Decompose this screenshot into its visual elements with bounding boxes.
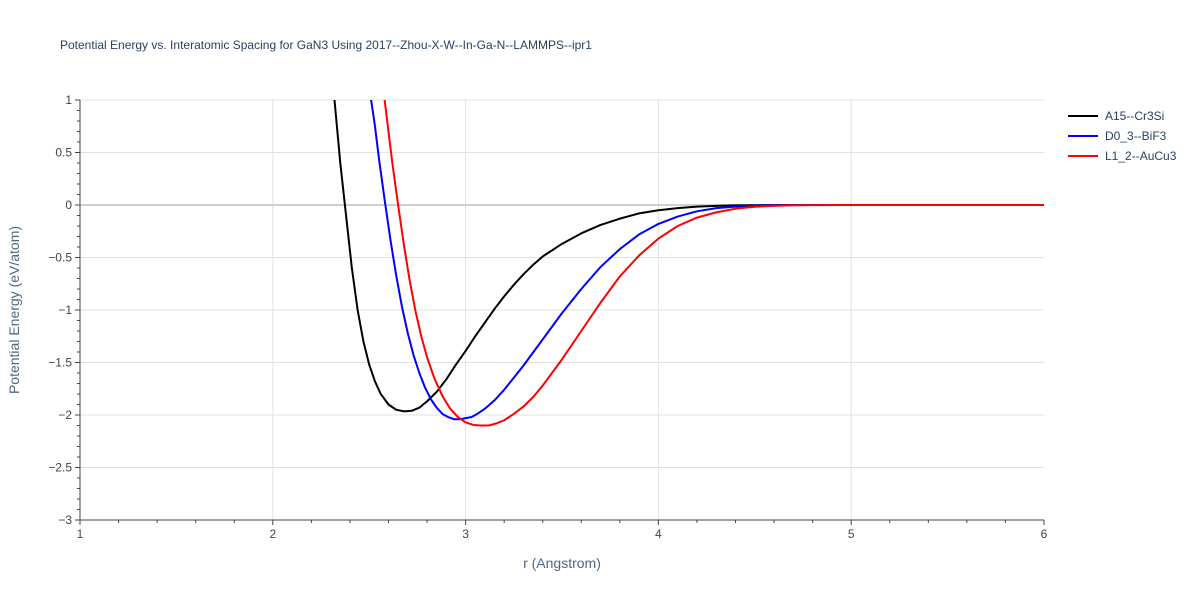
y-tick-label: −2.5 — [48, 461, 72, 475]
legend-label-1: D0_3--BiF3 — [1105, 129, 1167, 143]
x-tick-label: 6 — [1041, 527, 1048, 541]
y-tick-label: −3 — [58, 513, 72, 527]
chart-title: Potential Energy vs. Interatomic Spacing… — [60, 38, 592, 52]
y-tick-label: −0.5 — [48, 251, 72, 265]
series-line-1 — [370, 100, 1044, 421]
legend-item-2[interactable]: L1_2--AuCu3 — [1068, 146, 1176, 166]
legend: A15--Cr3Si D0_3--BiF3 L1_2--AuCu3 — [1068, 106, 1176, 166]
x-tick-label: 5 — [848, 527, 855, 541]
y-tick-label: −1.5 — [48, 356, 72, 370]
legend-swatch-0 — [1068, 115, 1098, 117]
series-line-2 — [383, 100, 1044, 427]
x-tick-label: 3 — [462, 527, 469, 541]
legend-label-0: A15--Cr3Si — [1105, 109, 1165, 123]
grid-lines — [80, 99, 1044, 520]
y-tick-label: −2 — [58, 408, 72, 422]
y-axis-title: Potential Energy (eV/atom) — [6, 225, 22, 395]
legend-item-0[interactable]: A15--Cr3Si — [1068, 106, 1176, 126]
series-line-0 — [333, 100, 1044, 413]
legend-label-2: L1_2--AuCu3 — [1105, 149, 1177, 163]
plot-lines — [333, 100, 1044, 427]
y-tick-label: −1 — [58, 303, 72, 317]
y-tick-label: 1 — [65, 93, 72, 107]
minor-ticks — [75, 99, 1045, 525]
y-tick-label: 0.5 — [55, 146, 72, 160]
x-tick-label: 2 — [269, 527, 276, 541]
legend-item-1[interactable]: D0_3--BiF3 — [1068, 126, 1176, 146]
legend-swatch-2 — [1068, 155, 1098, 157]
y-tick-label: 0 — [65, 198, 72, 212]
legend-swatch-1 — [1068, 135, 1098, 137]
x-tick-label: 4 — [655, 527, 662, 541]
tick-labels: 1 2 3 4 5 6 1 0.5 0 −0.5 −1 −1.5 −2 −2.5 −3 — [48, 93, 1047, 541]
axes — [79, 100, 1044, 521]
x-tick-label: 1 — [77, 527, 84, 541]
x-axis-title: r (Angstrom) — [523, 555, 601, 571]
